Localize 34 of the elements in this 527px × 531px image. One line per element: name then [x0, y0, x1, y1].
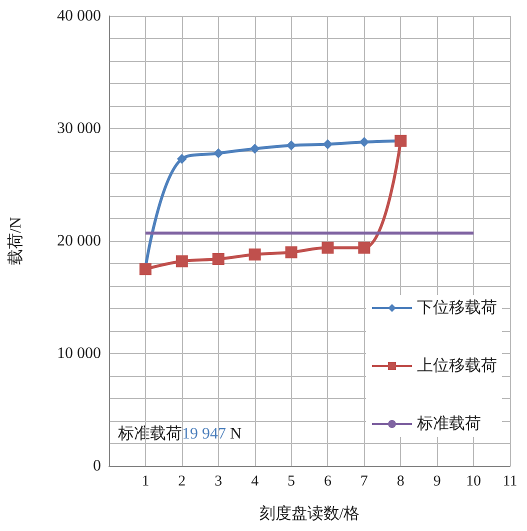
legend-label: 标准载荷	[416, 414, 481, 432]
point	[212, 253, 224, 265]
x-tick-label: 6	[324, 474, 332, 490]
x-tick-label: 3	[214, 474, 222, 490]
y-tick-label: 10 000	[57, 345, 101, 362]
point	[285, 246, 298, 258]
point	[286, 140, 296, 150]
legend-label: 下位移载荷	[417, 298, 497, 316]
y-tick-label: 0	[93, 458, 101, 474]
point	[322, 242, 334, 254]
x-tick-label: 10	[466, 474, 482, 490]
x-tick-label: 4	[251, 474, 260, 490]
x-tick-label: 8	[396, 474, 404, 490]
legend-label: 上位移载荷	[417, 356, 497, 374]
point	[139, 263, 152, 276]
x-tick-label: 1	[142, 474, 150, 490]
x-tick-label: 11	[502, 474, 518, 490]
x-tick-label: 2	[178, 474, 186, 490]
y-tick-label: 20 000	[57, 232, 101, 250]
point	[359, 137, 370, 147]
point	[322, 139, 333, 150]
x-tick-label: 9	[433, 474, 441, 490]
point	[248, 248, 261, 260]
y-tick-label: 30 000	[57, 120, 101, 137]
point	[358, 242, 370, 254]
x-axis-title: 刻度盘读数/格	[259, 504, 360, 522]
point	[250, 144, 260, 154]
y-tick-label: 40 000	[57, 8, 101, 24]
point	[176, 154, 187, 164]
x-tick-label: 7	[360, 474, 368, 490]
x-tick-label: 5	[288, 474, 296, 490]
point	[176, 255, 188, 268]
point	[213, 148, 224, 158]
y-axis-title: 载荷/N	[6, 216, 24, 265]
